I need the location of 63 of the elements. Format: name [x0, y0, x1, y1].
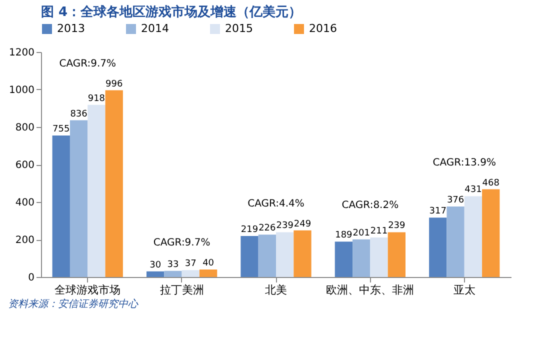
- data-label: 836: [70, 109, 88, 120]
- data-label: 239: [276, 221, 294, 232]
- data-label: 468: [482, 178, 500, 188]
- y-tick-label: 800: [15, 122, 34, 134]
- legend-label: 2015: [225, 22, 253, 35]
- bar: [88, 104, 106, 277]
- y-tick-label: 1000: [9, 85, 34, 96]
- bar: [199, 270, 218, 277]
- data-label: 219: [240, 224, 258, 235]
- data-label: 211: [370, 226, 388, 236]
- y-tick-label: 400: [15, 198, 34, 208]
- data-label: 226: [258, 224, 276, 234]
- legend-label: 2013: [57, 22, 85, 35]
- bar: [294, 230, 312, 277]
- annotation: CAGR:9.7%: [59, 58, 116, 70]
- x-tick-label: 拉丁美洲: [160, 284, 204, 296]
- data-label: 37: [184, 259, 196, 270]
- data-label: 239: [388, 221, 406, 232]
- annotation: CAGR:4.4%: [248, 198, 304, 210]
- data-label: 30: [150, 260, 162, 270]
- bar: [164, 270, 182, 277]
- data-label: 201: [352, 228, 370, 238]
- bar: [334, 242, 353, 277]
- annotation: CAGR:13.9%: [432, 157, 496, 168]
- annotation: CAGR:9.7%: [153, 238, 210, 248]
- bar: [482, 189, 500, 277]
- data-label: 918: [88, 94, 106, 104]
- bar: [352, 239, 370, 277]
- bar: [258, 234, 276, 277]
- data-label: 755: [52, 124, 70, 134]
- y-tick-label: 600: [15, 160, 34, 171]
- bar: [70, 120, 88, 277]
- text: 资料来源：安信证券研究中心: [8, 298, 140, 311]
- data-label: 996: [106, 79, 123, 90]
- bar: [464, 196, 482, 277]
- data-label: 249: [294, 219, 312, 230]
- bar: [182, 270, 200, 277]
- x-tick-label: 亚太: [453, 284, 476, 296]
- bar: [429, 218, 447, 277]
- data-label: 431: [464, 185, 482, 196]
- bar: [388, 232, 406, 277]
- data-label: 376: [446, 196, 464, 206]
- y-tick-label: 200: [15, 235, 34, 246]
- data-label: 317: [429, 206, 446, 217]
- annotation: CAGR:8.2%: [342, 200, 399, 212]
- y-tick-label: 1200: [9, 48, 34, 58]
- bar: [446, 206, 464, 277]
- data-label: 40: [202, 258, 214, 268]
- data-label: 33: [167, 260, 179, 270]
- x-tick-label: 北美: [265, 284, 287, 296]
- x-tick-label: 全球游戏市场: [54, 284, 121, 296]
- bar: [52, 135, 70, 277]
- chart-title: 图 4：全球各地区游戏市场及增速（亿美元）: [41, 4, 302, 20]
- bar: [276, 232, 294, 277]
- bar: [240, 236, 258, 277]
- legend-label: 2016: [309, 22, 337, 35]
- y-tick-label: 0: [28, 272, 34, 284]
- bar: [105, 90, 123, 277]
- data-label: 189: [335, 230, 353, 241]
- x-tick-label: 欧洲、中东、非洲: [326, 284, 414, 296]
- bar: [370, 237, 388, 277]
- legend-label: 2014: [141, 22, 169, 35]
- bar: [146, 271, 164, 277]
